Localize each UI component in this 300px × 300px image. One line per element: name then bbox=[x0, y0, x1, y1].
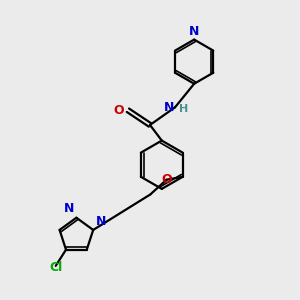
Text: N: N bbox=[64, 202, 74, 215]
Text: N: N bbox=[95, 215, 106, 229]
Text: N: N bbox=[164, 101, 174, 114]
Text: Cl: Cl bbox=[49, 261, 62, 274]
Text: N: N bbox=[189, 25, 200, 38]
Text: H: H bbox=[178, 104, 188, 114]
Text: O: O bbox=[114, 104, 124, 117]
Text: O: O bbox=[161, 173, 172, 186]
